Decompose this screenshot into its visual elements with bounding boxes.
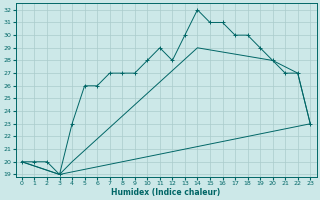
X-axis label: Humidex (Indice chaleur): Humidex (Indice chaleur)	[111, 188, 221, 197]
